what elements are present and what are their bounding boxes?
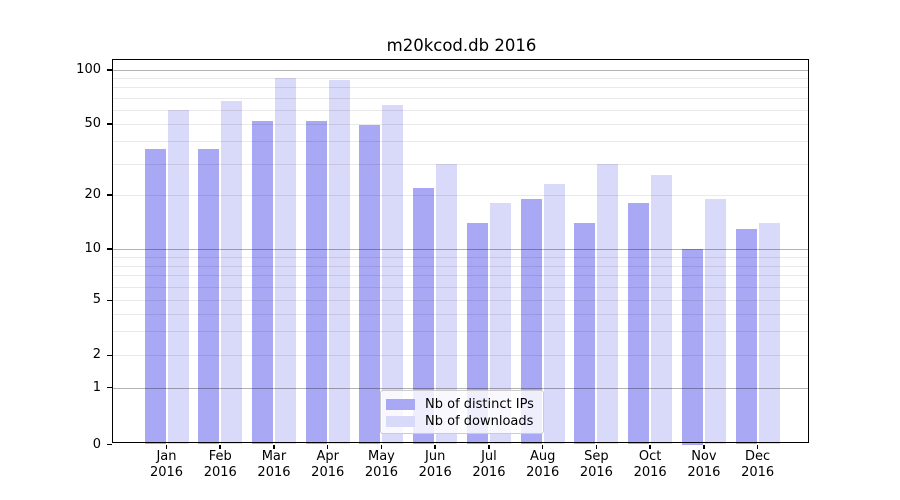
- x-tick-jun: [434, 444, 436, 449]
- bar-downloads-jan: [167, 109, 189, 445]
- bar-distinct-ips-feb: [198, 149, 220, 445]
- bar-distinct-ips-oct: [628, 203, 650, 445]
- y-tick-label-2: 2: [92, 347, 101, 363]
- y-tick-0: [107, 443, 112, 446]
- y-tick-50: [107, 123, 112, 125]
- bar-distinct-ips-dec: [735, 228, 757, 445]
- x-tick-label-sep: Sep 2016: [579, 449, 613, 480]
- gridline-minor-3: [113, 331, 809, 332]
- bar-distinct-ips-jul: [466, 222, 488, 445]
- bar-distinct-ips-nov: [681, 249, 703, 445]
- x-tick-sep: [595, 444, 598, 449]
- y-tick-10: [107, 248, 112, 250]
- bar-downloads-may: [382, 104, 404, 445]
- gridline-minor-9: [113, 256, 809, 258]
- x-tick-jan: [165, 444, 168, 449]
- y-tick-100: [107, 69, 112, 71]
- x-tick-apr: [326, 444, 329, 449]
- legend-label-distinct-ips: Nb of distinct IPs: [425, 397, 534, 412]
- y-tick-20: [107, 194, 112, 196]
- x-tick-label-apr: Apr 2016: [311, 449, 345, 480]
- bar-downloads-jun: [436, 163, 458, 445]
- gridline-major-1: [113, 387, 809, 389]
- bar-distinct-ips-jun: [413, 187, 435, 445]
- bar-distinct-ips-jan: [144, 149, 166, 445]
- y-tick-label-1: 1: [92, 379, 101, 395]
- gridline-minor-30: [113, 163, 809, 165]
- gridline-minor-40: [113, 141, 809, 143]
- gridline-minor-7: [113, 275, 809, 277]
- gridline-minor-80: [113, 87, 809, 89]
- x-tick-label-feb: Feb 2016: [203, 449, 237, 480]
- bar-downloads-feb: [221, 101, 243, 445]
- bar-downloads-sep: [597, 163, 619, 445]
- bar-distinct-ips-aug: [520, 199, 542, 445]
- bar-distinct-ips-mar: [251, 120, 273, 445]
- chart-title: m20kcod.db 2016: [386, 36, 537, 55]
- legend-item-downloads: Nb of downloads: [386, 413, 534, 430]
- legend-swatch-distinct-ips: [386, 399, 415, 410]
- legend-item-distinct-ips: Nb of distinct IPs: [386, 396, 534, 413]
- x-tick-label-may: May 2016: [364, 449, 398, 480]
- x-tick-aug: [541, 444, 544, 449]
- y-tick-label-50: 50: [84, 115, 101, 131]
- legend-swatch-downloads: [386, 416, 415, 427]
- bar-downloads-aug: [543, 184, 565, 445]
- y-tick-1: [107, 386, 112, 389]
- legend-label-downloads: Nb of downloads: [425, 414, 534, 429]
- gridline-minor-5: [113, 300, 809, 302]
- x-tick-label-nov: Nov 2016: [687, 449, 721, 480]
- x-tick-feb: [219, 444, 221, 449]
- x-tick-label-mar: Mar 2016: [257, 449, 291, 480]
- x-tick-jul: [488, 444, 490, 449]
- bar-distinct-ips-sep: [574, 222, 596, 445]
- x-tick-label-aug: Aug 2016: [526, 449, 560, 480]
- y-tick-2: [107, 354, 112, 357]
- y-tick-label-100: 100: [76, 62, 101, 77]
- gridline-major-10: [113, 249, 809, 250]
- bar-downloads-apr: [328, 79, 350, 445]
- bar-distinct-ips-may: [359, 125, 381, 445]
- x-tick-may: [380, 444, 383, 449]
- gridline-minor-8: [113, 265, 809, 267]
- x-tick-nov: [703, 444, 705, 449]
- gridline-minor-2: [113, 355, 809, 357]
- gridline-minor-90: [113, 78, 809, 80]
- y-tick-label-0: 0: [92, 436, 101, 452]
- x-tick-label-jun: Jun 2016: [418, 449, 452, 480]
- bar-downloads-dec: [758, 222, 780, 445]
- x-tick-label-jul: Jul 2016: [472, 449, 506, 480]
- gridline-minor-20: [113, 195, 809, 197]
- bar-downloads-jul: [489, 203, 511, 445]
- gridline-minor-4: [113, 313, 809, 315]
- gridline-minor-70: [113, 97, 809, 99]
- legend: Nb of distinct IPs Nb of downloads: [380, 390, 544, 434]
- x-tick-oct: [649, 444, 651, 449]
- gridline-minor-50: [113, 123, 809, 125]
- gridline-major-100: [113, 70, 809, 71]
- y-tick-label-5: 5: [92, 292, 101, 308]
- y-tick-label-20: 20: [84, 187, 101, 203]
- bar-distinct-ips-apr: [305, 120, 327, 445]
- bar-downloads-oct: [651, 174, 673, 445]
- y-tick-label-10: 10: [84, 241, 101, 256]
- x-tick-label-oct: Oct 2016: [633, 449, 667, 480]
- x-tick-label-jan: Jan 2016: [149, 449, 184, 480]
- x-tick-label-dec: Dec 2016: [741, 449, 775, 480]
- bar-downloads-mar: [274, 78, 296, 445]
- gridline-minor-6: [113, 286, 809, 288]
- gridline-minor-60: [113, 109, 809, 111]
- x-tick-mar: [273, 444, 275, 449]
- y-tick-5: [107, 299, 112, 302]
- x-tick-dec: [756, 444, 759, 449]
- bar-downloads-nov: [704, 199, 726, 445]
